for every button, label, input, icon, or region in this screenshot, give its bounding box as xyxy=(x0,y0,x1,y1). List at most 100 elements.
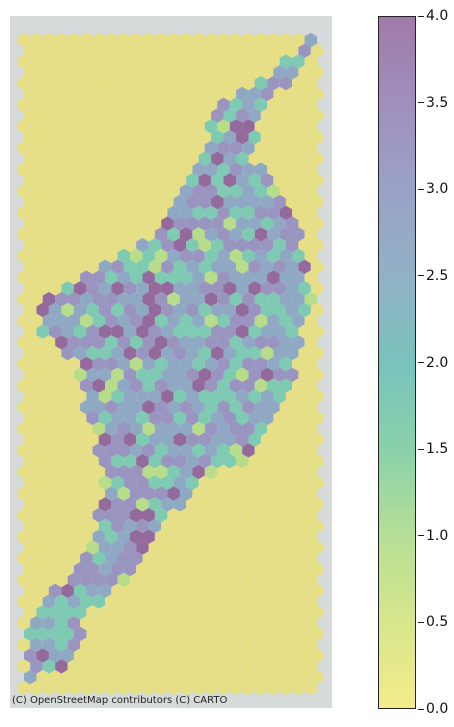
hexbin-cell xyxy=(24,367,37,382)
hexbin-cell xyxy=(260,583,274,598)
hexbin-cell xyxy=(24,238,37,253)
hexbin-cell xyxy=(123,454,137,469)
hexbin-cell xyxy=(17,464,31,480)
hexbin-cell xyxy=(279,248,293,264)
hexbin-cell xyxy=(136,648,149,663)
hexbin-cell xyxy=(161,540,174,555)
hexbin-cell xyxy=(154,572,168,588)
hexbin-cell xyxy=(217,76,230,91)
hexbin-cell xyxy=(186,626,199,642)
hexbin-cell xyxy=(285,130,299,145)
hexbin-cell xyxy=(55,97,68,112)
hexbin-cell xyxy=(167,76,180,91)
hexbin-cell xyxy=(24,605,37,620)
hexbin-cell xyxy=(267,184,280,199)
hexbin-cell xyxy=(173,281,187,296)
hexbin-cell xyxy=(285,281,299,296)
hexbin-cell xyxy=(304,594,318,609)
hexbin-cell xyxy=(154,184,168,199)
hexbin-cell xyxy=(223,346,236,361)
hexbin-cell xyxy=(161,626,174,642)
hexbin-cell xyxy=(267,270,280,285)
hexbin-cell xyxy=(273,173,286,188)
hexbin-cell xyxy=(223,432,236,447)
hexbin-cell xyxy=(80,76,93,91)
hexbin-cell xyxy=(30,162,43,177)
hexbin-cell xyxy=(92,205,106,220)
hexbin-cell xyxy=(260,540,274,555)
hexbin-cell xyxy=(86,518,99,534)
hexbin-cell xyxy=(98,130,112,145)
hexbin-cell xyxy=(148,367,162,382)
hexbin-cell xyxy=(92,76,106,91)
hexbin-cell xyxy=(130,227,143,242)
hexbin-cell xyxy=(61,626,74,642)
hexbin-cell xyxy=(117,205,130,220)
hexbin-cell xyxy=(136,432,149,447)
hexbin-cell xyxy=(117,400,130,415)
hexbin-cell xyxy=(61,389,74,404)
hexbin-cell xyxy=(236,583,249,598)
hexbin-cell xyxy=(304,292,318,307)
hexbin-cell xyxy=(86,194,99,210)
hexbin-map[interactable] xyxy=(10,16,332,708)
hexbin-cell xyxy=(55,378,68,393)
hexbin-cell xyxy=(298,86,311,102)
hexbin-cell xyxy=(61,43,74,58)
hexbin-cell xyxy=(192,529,205,544)
hexbin-cell xyxy=(217,378,230,393)
hexbin-cell xyxy=(229,248,243,264)
hexbin-cell xyxy=(217,464,230,480)
hexbin-cell xyxy=(111,648,124,663)
hexbin-cell xyxy=(167,313,180,328)
hexbin-cell xyxy=(236,497,249,512)
hexbin-cell xyxy=(24,389,37,404)
hexbin-cell xyxy=(279,32,293,48)
hexbin-cell xyxy=(254,205,268,220)
hexbin-cell xyxy=(111,389,124,404)
map-panel[interactable]: (C) OpenStreetMap contributors (C) CARTO xyxy=(10,16,332,708)
hexbin-cell xyxy=(142,140,155,156)
hexbin-cell xyxy=(30,270,43,285)
hexbin-cell xyxy=(42,443,56,458)
hexbin-cell xyxy=(248,302,261,318)
hexbin-cell xyxy=(223,65,236,80)
hexbin-cell xyxy=(304,400,318,415)
hexbin-cell xyxy=(279,205,293,220)
hexbin-cell xyxy=(105,486,118,501)
hexbin-cell xyxy=(242,400,255,415)
hexbin-cell xyxy=(17,270,31,285)
hexbin-cell xyxy=(86,562,99,577)
hexbin-cell xyxy=(298,410,311,426)
hexbin-cell xyxy=(273,302,286,318)
hexbin-cell xyxy=(304,464,318,480)
hexbin-cell xyxy=(273,130,286,145)
hexbin-cell xyxy=(154,616,168,631)
hexbin-cell xyxy=(80,184,93,199)
hexbin-cell xyxy=(36,670,49,685)
hexbin-cell xyxy=(179,616,193,631)
hexbin-cell xyxy=(111,367,124,382)
hexbin-cell xyxy=(279,616,293,631)
hexbin-cell xyxy=(192,421,205,436)
hexbin-cell xyxy=(179,162,193,177)
hexbin-cell xyxy=(229,464,243,480)
hexbin-cell xyxy=(248,259,261,274)
hexbin-cell xyxy=(117,637,130,652)
hexbin-cell xyxy=(111,583,124,598)
hexbin-cell xyxy=(167,270,180,285)
hexbin-cell xyxy=(204,637,218,652)
hexbin-cell xyxy=(267,335,280,350)
hexbin-cell xyxy=(211,540,224,555)
hexbin-cell xyxy=(105,616,118,631)
hexbin-cell xyxy=(285,65,299,80)
hexbin-cell xyxy=(298,626,311,642)
hexbin-cell xyxy=(304,227,318,242)
hexbin-cell xyxy=(242,443,255,458)
hexbin-cell xyxy=(48,497,62,512)
hexbin-cell xyxy=(111,454,124,469)
hexbin-cell xyxy=(30,680,43,696)
hexbin-cell xyxy=(242,680,255,696)
hexbin-cell xyxy=(179,572,193,588)
hexbin-cell xyxy=(285,238,299,253)
